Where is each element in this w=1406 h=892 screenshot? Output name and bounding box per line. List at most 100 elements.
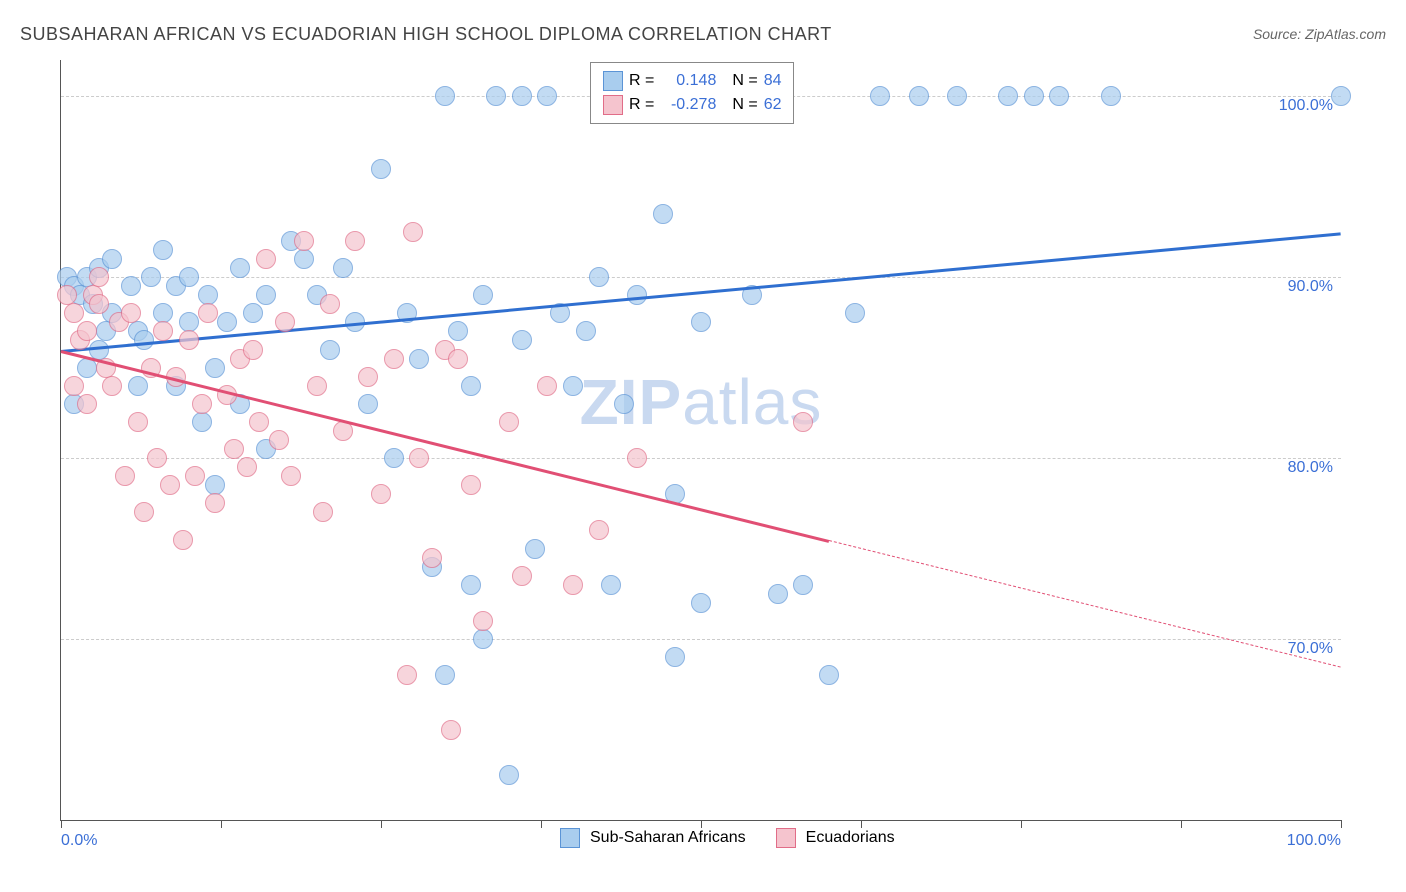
data-point-ssa [217,312,237,332]
x-tick-mark [61,820,62,828]
data-point-ssa [499,765,519,785]
data-point-ssa [909,86,929,106]
data-point-ecu [627,448,647,468]
data-point-ssa [243,303,263,323]
data-point-ecu [128,412,148,432]
data-point-ecu [160,475,180,495]
legend-row: R =-0.278N =62 [603,93,781,117]
data-point-ecu [64,303,84,323]
data-point-ssa [819,665,839,685]
x-tick-mark [221,820,222,828]
data-point-ssa [384,448,404,468]
data-point-ecu [537,376,557,396]
legend-row: R =0.148N =84 [603,69,781,93]
data-point-ecu [269,430,289,450]
legend-r-value: 0.148 [660,69,716,93]
data-point-ecu [448,349,468,369]
data-point-ssa [205,358,225,378]
data-point-ecu [281,466,301,486]
data-point-ssa [601,575,621,595]
data-point-ssa [537,86,557,106]
data-point-ecu [147,448,167,468]
data-point-ssa [435,665,455,685]
data-point-ssa [461,575,481,595]
data-point-ecu [461,475,481,495]
data-point-ecu [243,340,263,360]
data-point-ssa [576,321,596,341]
data-point-ssa [589,267,609,287]
series-legend: Sub-Saharan AfricansEcuadorians [560,828,915,848]
data-point-ecu [422,548,442,568]
data-point-ssa [1101,86,1121,106]
data-point-ssa [473,285,493,305]
legend-r-label: R = [629,69,654,93]
data-point-ecu [121,303,141,323]
legend-series-label: Sub-Saharan Africans [590,829,746,847]
data-point-ssa [294,249,314,269]
x-tick-label: 0.0% [61,832,97,850]
data-point-ssa [320,340,340,360]
data-point-ssa [205,475,225,495]
data-point-ssa [448,321,468,341]
data-point-ssa [358,394,378,414]
data-point-ecu [173,530,193,550]
data-point-ecu [205,493,225,513]
x-tick-mark [861,820,862,828]
data-point-ecu [224,439,244,459]
trend-line-ecu-dashed [829,540,1341,668]
data-point-ecu [115,466,135,486]
data-point-ecu [89,294,109,314]
data-point-ssa [653,204,673,224]
data-point-ecu [313,502,333,522]
trend-line-ssa [61,232,1341,353]
data-point-ssa [333,258,353,278]
x-tick-mark [1181,820,1182,828]
data-point-ssa [153,240,173,260]
data-point-ecu [307,376,327,396]
data-point-ssa [192,412,212,432]
data-point-ecu [512,566,532,586]
data-point-ecu [153,321,173,341]
data-point-ecu [237,457,257,477]
data-point-ecu [441,720,461,740]
data-point-ssa [435,86,455,106]
data-point-ecu [192,394,212,414]
data-point-ecu [320,294,340,314]
data-point-ssa [768,584,788,604]
data-point-ecu [563,575,583,595]
x-tick-mark [701,820,702,828]
data-point-ssa [128,376,148,396]
trend-line-ecu [61,350,830,543]
correlation-legend: R =0.148N =84R =-0.278N =62 [590,62,794,124]
data-point-ecu [589,520,609,540]
data-point-ecu [409,448,429,468]
data-point-ssa [121,276,141,296]
data-point-ssa [371,159,391,179]
data-point-ssa [141,267,161,287]
data-point-ecu [275,312,295,332]
data-point-ecu [384,349,404,369]
data-point-ecu [57,285,77,305]
data-point-ssa [179,312,199,332]
data-point-ssa [947,86,967,106]
x-tick-mark [1021,820,1022,828]
data-point-ssa [1049,86,1069,106]
data-point-ssa [473,629,493,649]
data-point-ssa [179,267,199,287]
legend-swatch [603,95,623,115]
data-point-ssa [134,330,154,350]
data-point-ecu [185,466,205,486]
data-point-ecu [249,412,269,432]
data-point-ssa [230,258,250,278]
data-point-ecu [499,412,519,432]
legend-n-label: N = [732,69,757,93]
legend-n-label: N = [732,93,757,117]
data-point-ecu [294,231,314,251]
data-point-ssa [461,376,481,396]
data-point-ecu [102,376,122,396]
data-point-ecu [179,330,199,350]
data-point-ssa [512,330,532,350]
data-point-ssa [691,312,711,332]
data-point-ecu [198,303,218,323]
data-point-ecu [397,665,417,685]
